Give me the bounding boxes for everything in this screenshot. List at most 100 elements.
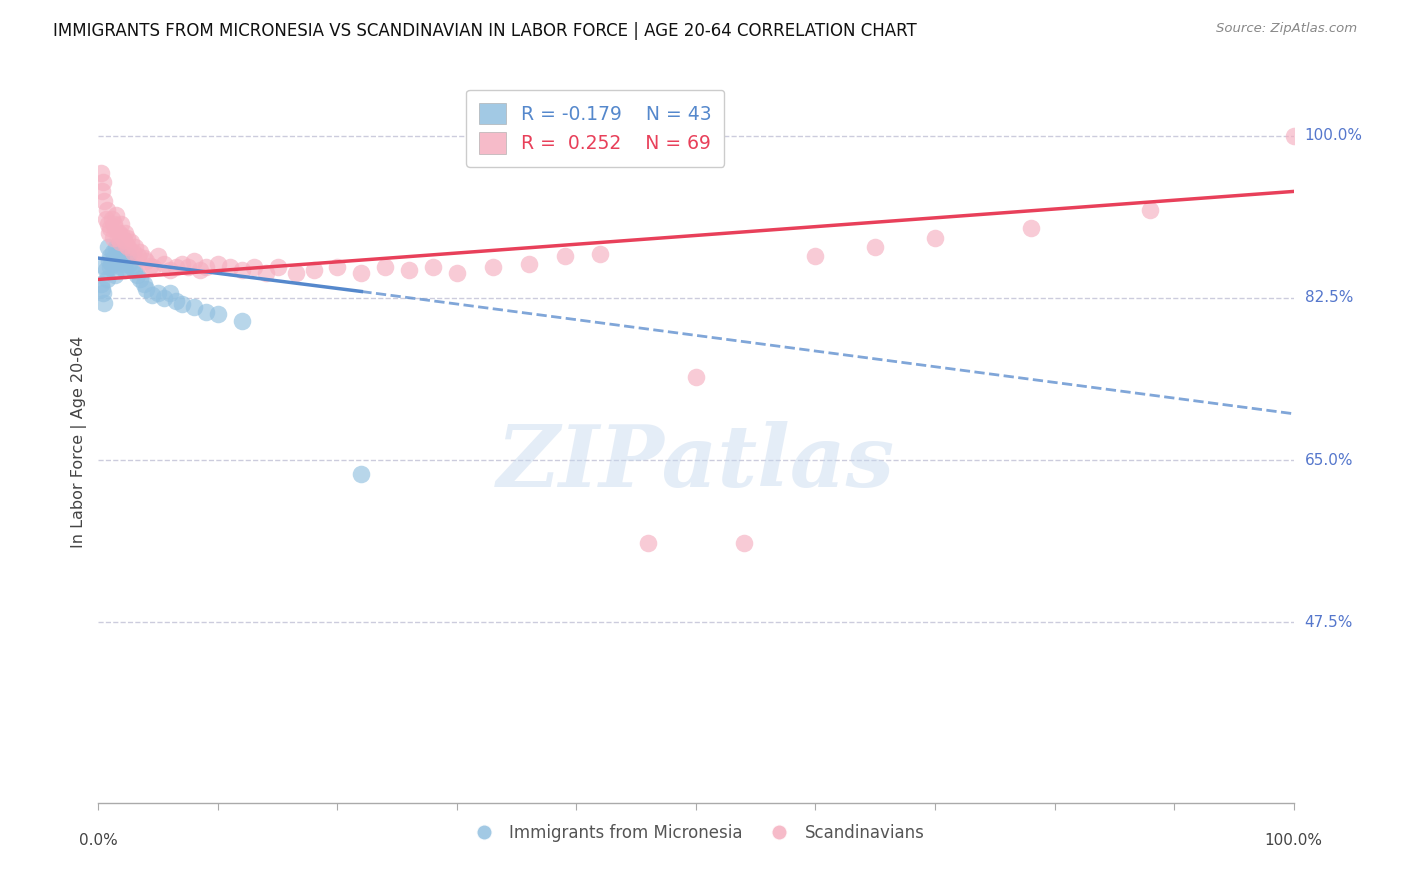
Point — [135, 282, 157, 296]
Point — [135, 254, 157, 268]
Point — [219, 260, 242, 275]
Point — [132, 251, 155, 265]
Point — [127, 249, 149, 263]
Point — [350, 467, 373, 481]
Point — [685, 369, 707, 384]
Text: 0.0%: 0.0% — [79, 833, 118, 848]
Point — [132, 277, 155, 291]
Point — [733, 536, 755, 550]
Point — [90, 166, 112, 180]
Point — [446, 266, 468, 280]
Point — [90, 277, 112, 291]
Point — [1139, 202, 1161, 217]
Point — [589, 247, 612, 261]
Point — [231, 314, 253, 328]
Point — [97, 217, 120, 231]
Point — [111, 247, 134, 261]
Point — [115, 231, 138, 245]
Point — [108, 244, 131, 259]
Point — [105, 240, 128, 254]
Point — [117, 249, 139, 263]
Text: IMMIGRANTS FROM MICRONESIA VS SCANDINAVIAN IN LABOR FORCE | AGE 20-64 CORRELATIO: IMMIGRANTS FROM MICRONESIA VS SCANDINAVI… — [53, 22, 917, 40]
Point — [101, 244, 124, 259]
Text: ZIPatlas: ZIPatlas — [496, 421, 896, 505]
Point — [115, 238, 138, 252]
Point — [148, 286, 170, 301]
Y-axis label: In Labor Force | Age 20-64: In Labor Force | Age 20-64 — [72, 335, 87, 548]
Point — [101, 231, 124, 245]
Point — [117, 240, 139, 254]
Point — [98, 221, 122, 235]
Point — [254, 266, 277, 280]
Point — [159, 263, 181, 277]
Point — [188, 263, 211, 277]
Point — [207, 257, 229, 271]
Point — [1019, 221, 1042, 235]
Point — [165, 260, 187, 275]
Point — [159, 286, 181, 301]
Point — [103, 217, 125, 231]
Point — [107, 231, 129, 245]
Point — [326, 260, 349, 275]
Point — [111, 228, 134, 243]
Point — [243, 260, 266, 275]
Point — [165, 293, 187, 308]
Point — [98, 249, 122, 263]
Point — [98, 254, 121, 268]
Point — [142, 260, 165, 275]
Point — [183, 254, 205, 268]
Point — [865, 240, 887, 254]
Text: 100.0%: 100.0% — [1305, 128, 1362, 144]
Point — [129, 272, 152, 286]
Point — [94, 212, 117, 227]
Point — [139, 259, 162, 273]
Point — [93, 295, 115, 310]
Point — [554, 249, 576, 263]
Point — [267, 260, 290, 275]
Point — [94, 263, 117, 277]
Point — [481, 260, 505, 275]
Point — [125, 268, 148, 282]
Point — [105, 208, 128, 222]
Legend: Immigrants from Micronesia, Scandinavians: Immigrants from Micronesia, Scandinavian… — [461, 817, 931, 848]
Point — [107, 226, 129, 240]
Point — [107, 249, 129, 263]
Point — [398, 263, 420, 277]
Point — [153, 257, 176, 271]
Point — [100, 257, 122, 271]
Point — [103, 251, 125, 265]
Point — [302, 263, 325, 277]
Point — [112, 257, 135, 271]
Point — [804, 249, 827, 263]
Point — [98, 226, 121, 240]
Text: 100.0%: 100.0% — [1264, 833, 1323, 848]
Point — [114, 263, 136, 277]
Point — [96, 272, 118, 286]
Point — [112, 233, 135, 247]
Point — [374, 260, 396, 275]
Point — [183, 300, 205, 314]
Text: 47.5%: 47.5% — [1305, 615, 1353, 630]
Point — [110, 260, 132, 275]
Point — [924, 231, 946, 245]
Point — [110, 217, 132, 231]
Point — [108, 235, 131, 250]
Point — [104, 268, 127, 282]
Point — [172, 257, 194, 271]
Point — [118, 257, 141, 271]
Text: 82.5%: 82.5% — [1305, 291, 1353, 305]
Point — [172, 297, 194, 311]
Point — [517, 257, 540, 271]
Point — [93, 259, 115, 273]
Point — [98, 260, 122, 275]
Point — [100, 212, 122, 227]
Point — [121, 260, 143, 275]
Point — [350, 266, 373, 280]
Point — [115, 251, 138, 265]
Point — [93, 194, 115, 208]
Point — [195, 260, 218, 275]
Point — [91, 282, 114, 296]
Point — [284, 266, 307, 280]
Point — [91, 185, 114, 199]
Point — [177, 260, 200, 275]
